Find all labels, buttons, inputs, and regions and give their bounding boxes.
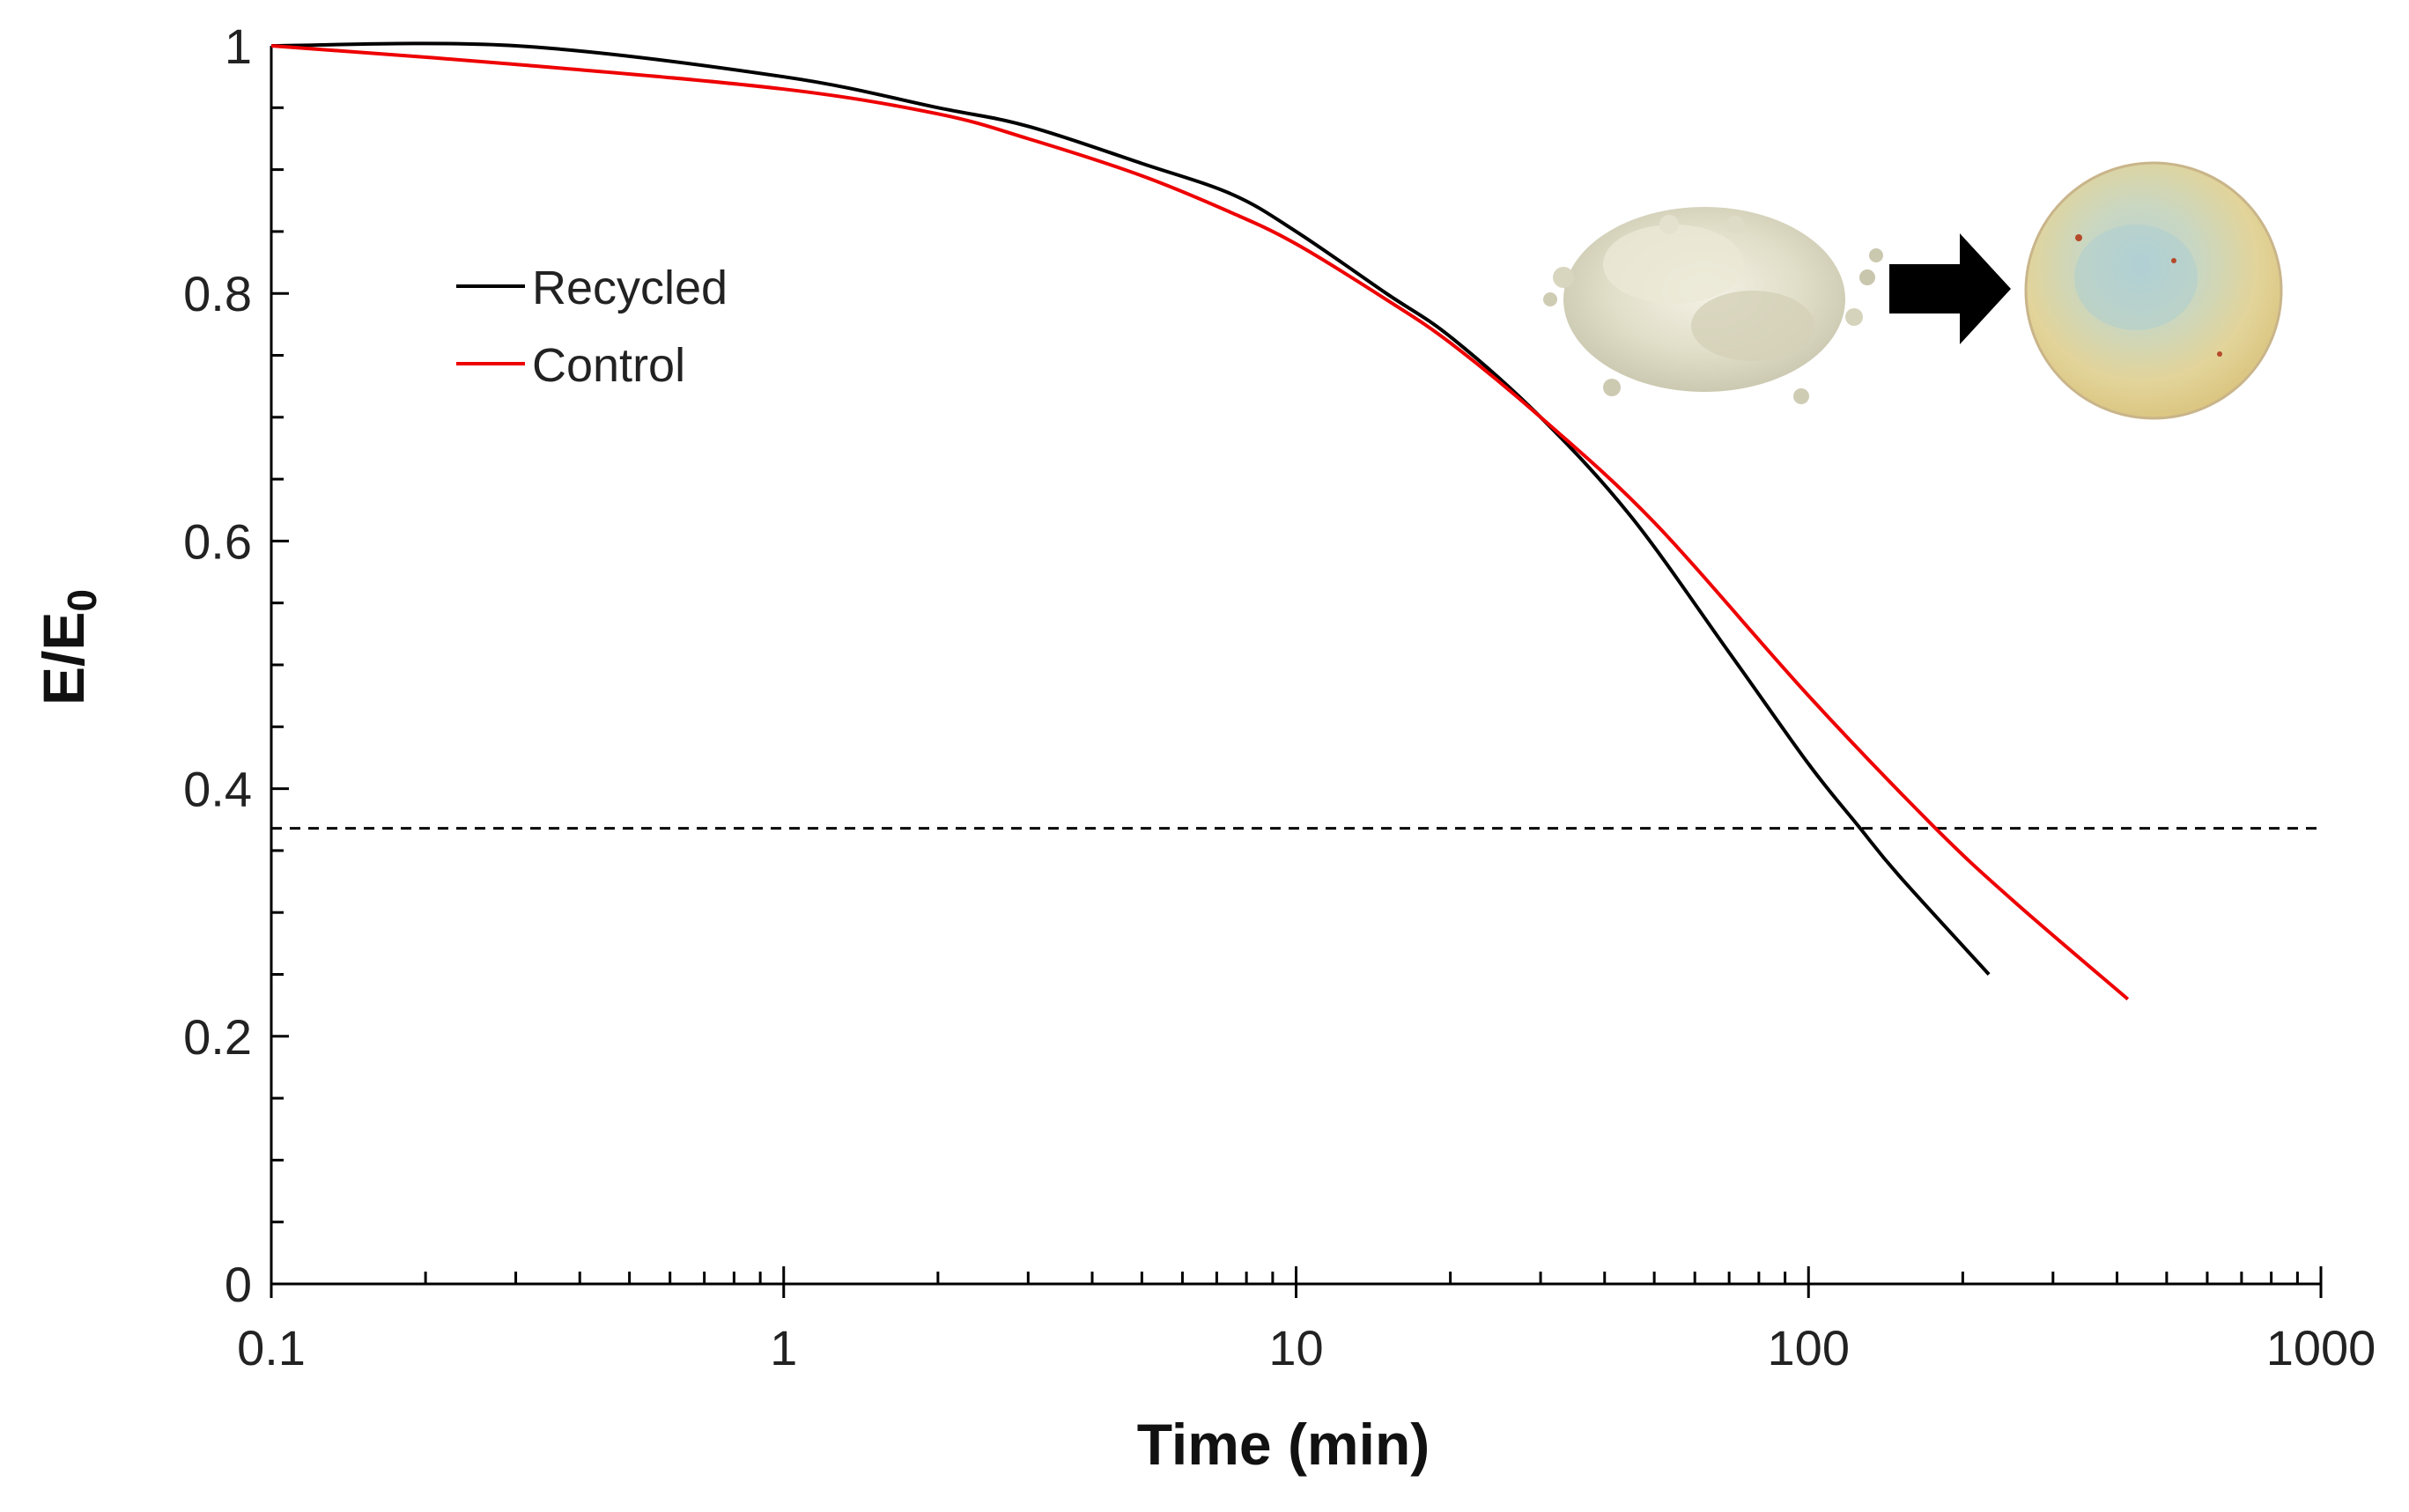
svg-text:E/E0: E/E0 — [31, 589, 105, 705]
y-tick-label: 0.8 — [183, 266, 252, 321]
legend-label-recycled: Recycled — [532, 262, 728, 314]
y-axis-title: E/E0 — [31, 589, 105, 705]
y-axis-title-subscript: 0 — [59, 589, 105, 612]
y-tick-label: 0.2 — [183, 1009, 252, 1065]
legend-label-control: Control — [532, 339, 685, 392]
legend: Recycled Control — [456, 262, 728, 392]
x-tick-label: 10 — [1268, 1320, 1323, 1376]
arrow-icon — [1889, 233, 2011, 344]
series-layer — [270, 41, 2130, 1001]
x-axis-title: Time (min) — [1137, 1412, 1430, 1477]
y-axis-title-main: E/E — [31, 612, 96, 705]
y-tick-label: 1 — [225, 18, 252, 74]
series-line-control — [270, 44, 2130, 1001]
y-tick-label: 0 — [225, 1257, 252, 1312]
x-tick-label: 1 — [770, 1320, 797, 1376]
series-line-recycled — [270, 41, 1991, 976]
x-tick-label: 0.1 — [237, 1320, 306, 1376]
inset-illustration — [1543, 161, 2283, 420]
x-tick-label: 100 — [1768, 1320, 1850, 1376]
pellets-image — [1543, 207, 1883, 404]
y-tick-label: 0.4 — [183, 762, 252, 817]
y-tick-label: 0.6 — [183, 513, 252, 569]
x-tick-label: 1000 — [2266, 1320, 2376, 1376]
disc-image — [2024, 161, 2283, 420]
